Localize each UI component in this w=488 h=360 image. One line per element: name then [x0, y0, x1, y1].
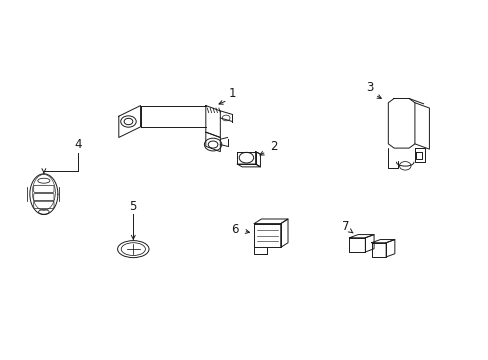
Text: 4: 4 — [74, 138, 81, 151]
Text: 5: 5 — [129, 200, 137, 213]
Text: 7: 7 — [342, 220, 349, 233]
Text: 1: 1 — [228, 87, 236, 100]
Text: 3: 3 — [366, 81, 373, 94]
Circle shape — [204, 138, 222, 151]
Circle shape — [121, 116, 136, 127]
Text: 6: 6 — [231, 223, 238, 236]
Text: 2: 2 — [269, 140, 277, 153]
Circle shape — [239, 152, 253, 163]
